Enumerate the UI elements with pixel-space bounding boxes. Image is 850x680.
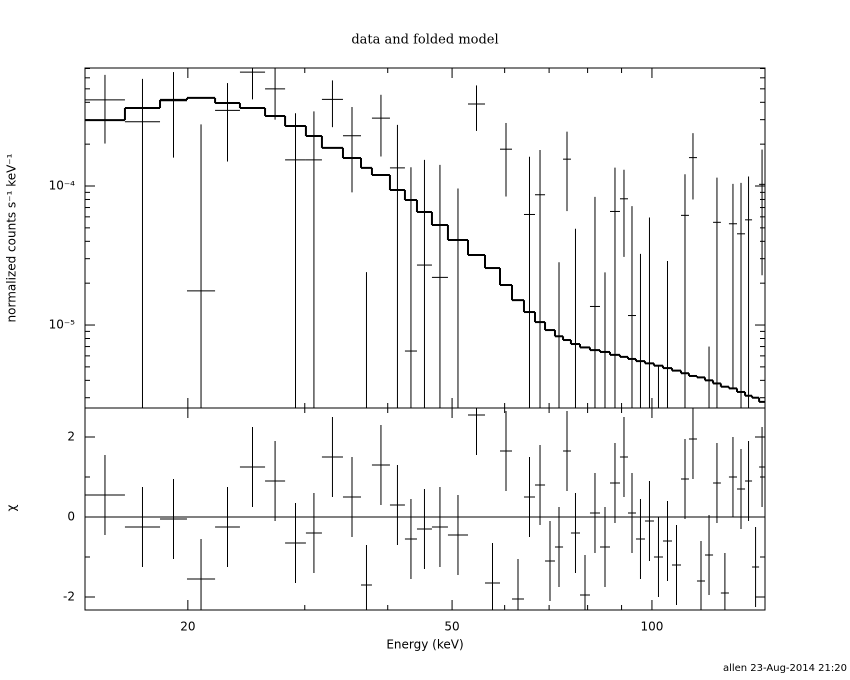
y-tick-label: 0 (67, 510, 75, 524)
y-tick-label: -2 (63, 590, 75, 604)
y-tick-label: 10⁻⁴ (49, 179, 76, 193)
plot-area (85, 68, 765, 408)
x-axis-label: Energy (keV) (386, 638, 463, 652)
y-tick-label: 2 (67, 430, 75, 444)
x-tick-label: 50 (444, 620, 459, 634)
footer: allen 23-Aug-2014 21:20 (723, 663, 847, 674)
chart-title: data and folded model (351, 33, 498, 48)
plot-area (85, 408, 765, 610)
y-tick-label: 10⁻⁵ (49, 318, 76, 332)
x-tick-label: 100 (640, 620, 663, 634)
y-axis-label: χ (5, 504, 19, 511)
y-axis-label: normalized counts s⁻¹ keV⁻¹ (5, 153, 19, 322)
plot-frame (84, 407, 766, 611)
x-tick-label: 20 (180, 620, 195, 634)
